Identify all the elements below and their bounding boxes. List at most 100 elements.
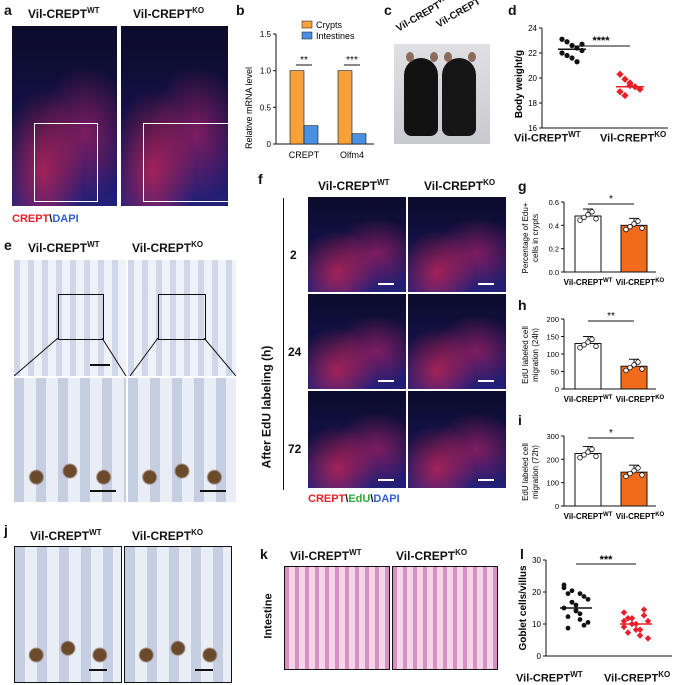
chart-d-sig: ****: [592, 35, 610, 47]
panel-f-title-wt: Vil-CREPTWT: [318, 178, 390, 193]
chart-l-point-wt: [565, 625, 571, 631]
panel-f-row-72: 72: [288, 442, 302, 456]
chart-l-sig: ***: [600, 554, 614, 566]
chart-h-point: [623, 367, 629, 374]
chart-g-ytick: 0.4: [549, 221, 559, 230]
panel-f-row-title: After EdU labeling (h): [259, 345, 274, 469]
panel-a-title-wt: Vil-CREPTWT: [28, 6, 100, 21]
legend-crypts: Crypts: [316, 20, 343, 30]
chart-l-ytick: 30: [532, 556, 541, 565]
chart-d: Body weight/g 16 18 20 22 24 ****: [514, 24, 668, 133]
chart-d-ytick: 16: [528, 124, 537, 133]
chart-d-cat-wt: Vil-CREPTWT: [514, 130, 581, 145]
chart-g-point: [581, 214, 587, 221]
chart-b-bar-intestines-crept: [303, 125, 319, 145]
chart-l-ylabel: Goblet cells/villus: [518, 565, 529, 650]
chart-d-ytick: 22: [528, 49, 537, 58]
chart-l-point-wt: [585, 596, 591, 602]
chart-d-point-wt: [564, 52, 570, 59]
chart-l-point-wt: [569, 599, 575, 605]
chart-l-point-ko: [640, 612, 648, 619]
panel-c-mouse-photo: [394, 44, 490, 144]
chart-d-point-ko: [616, 70, 624, 78]
chart-g-point: [589, 209, 595, 215]
panel-a-title-ko: Vil-CREPTKO: [133, 6, 205, 21]
panel-j-title-wt: Vil-CREPTWT: [30, 528, 102, 543]
chart-i-point: [589, 446, 595, 452]
chart-b-ytick: 0: [267, 140, 272, 149]
chart-i-cat-wt: Vil-CREPTWT: [564, 512, 613, 521]
chart-d-point-wt: [574, 59, 580, 65]
chart-l-ytick: 10: [532, 620, 541, 629]
chart-i-point: [623, 473, 629, 480]
chart-l-point-ko: [636, 632, 644, 639]
chart-h-point: [639, 366, 645, 372]
panel-f-image-24h-ko: [408, 294, 506, 389]
chart-h-point: [581, 342, 587, 348]
chart-h-ytick: 150: [546, 333, 559, 342]
chart-i-point: [593, 453, 599, 459]
panel-a-image-wt: [12, 26, 117, 206]
chart-l-point-ko: [624, 629, 632, 636]
panel-label-a: a: [4, 2, 12, 18]
chart-l-cat-wt: Vil-CREPTWT: [516, 670, 583, 685]
chart-h-cat-ko: Vil-CREPTKO: [616, 395, 665, 404]
chart-l-cat-ko: Vil-CREPTKO: [604, 670, 671, 685]
panel-f-row-24: 24: [288, 345, 302, 359]
chart-b-cat-0: CREPT: [289, 150, 320, 160]
chart-g-point: [585, 211, 591, 218]
panel-e-title-ko: Vil-CREPTKO: [132, 240, 204, 255]
chart-b-bar-crypts-crept: [289, 70, 305, 145]
panel-j-title-ko: Vil-CREPTKO: [132, 528, 204, 543]
panel-f-stain-legend: CREPT\EdU\DAPI: [308, 493, 400, 505]
chart-h-point: [577, 345, 583, 351]
panel-e-zoom-lines: [14, 338, 236, 377]
chart-i-ytick: 300: [546, 432, 559, 441]
chart-i-point: [581, 452, 587, 458]
legend-intestines: Intestines: [316, 31, 355, 41]
chart-g-point: [577, 217, 583, 223]
panel-label-j: j: [4, 522, 8, 538]
chart-i: EdU labeled cellmigration (72h) 0 100 200 30…: [521, 428, 665, 521]
chart-i-point: [585, 449, 591, 455]
chart-i-bar-wt: [574, 453, 602, 507]
chart-l-point-wt: [565, 614, 571, 620]
chart-l-point-ko: [640, 606, 648, 613]
chart-h-bar-wt: [574, 343, 602, 390]
chart-d-ytick: 24: [528, 24, 537, 33]
panel-k-title-ko: Vil-CREPTKO: [396, 548, 468, 563]
chart-i-ytick: 100: [546, 479, 559, 488]
chart-g: Percentage of Edu+cells in crypts 0.0 0.2 0…: [521, 194, 665, 287]
chart-l: Goblet cells/villus 0 10 20 30 ***: [518, 554, 672, 661]
chart-d-point-wt: [569, 55, 575, 61]
chart-g-point: [593, 216, 599, 222]
panel-f-image-2h-ko: [408, 197, 506, 292]
chart-i-point: [577, 455, 583, 461]
chart-i-ytick: 0: [555, 502, 559, 511]
chart-d-point-wt: [559, 36, 565, 42]
chart-d-point-wt: [564, 39, 570, 45]
chart-i-point: [639, 472, 645, 478]
chart-l-point-ko: [636, 626, 644, 634]
chart-l-point-wt: [561, 585, 567, 591]
chart-g-bar-ko: [620, 224, 648, 273]
chart-b-sig-0: **: [300, 55, 308, 66]
panel-f-row-2: 2: [290, 248, 297, 262]
chart-g-point: [631, 221, 637, 227]
chart-g-ytick: 0.0: [549, 268, 559, 277]
chart-l-ytick: 20: [532, 588, 541, 597]
chart-l-ytick: 0: [537, 652, 542, 661]
panel-k-image-wt: [284, 566, 390, 670]
chart-l-point-ko: [628, 614, 636, 622]
panel-label-l: l: [520, 546, 524, 562]
chart-l-point-wt: [573, 608, 579, 614]
chart-h-point: [585, 339, 591, 345]
chart-h-ytick: 200: [546, 315, 559, 324]
chart-h-point: [627, 364, 633, 371]
chart-l-point-wt: [577, 591, 583, 596]
panel-e-title-wt: Vil-CREPTWT: [28, 240, 100, 255]
chart-b-ytick: 1.5: [260, 30, 272, 39]
chart-l-point-wt: [581, 622, 587, 628]
chart-g-sig: *: [609, 194, 613, 205]
chart-b-ylabel: Relative mRNA level: [244, 67, 254, 149]
